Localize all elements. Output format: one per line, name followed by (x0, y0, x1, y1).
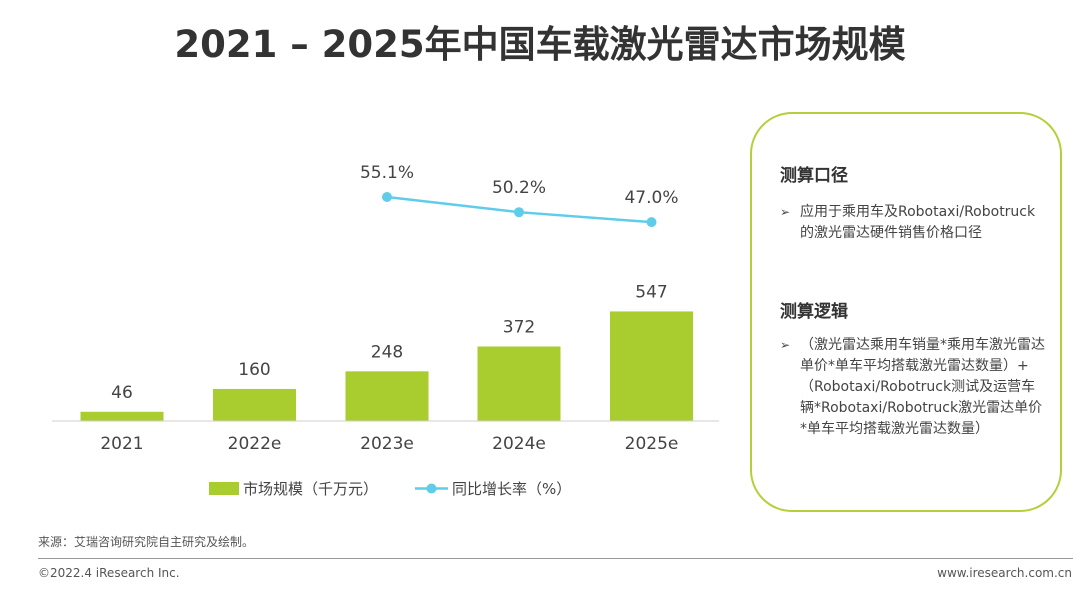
bar-label-2021: 46 (111, 383, 133, 403)
x-tick-2022e: 2022e (228, 434, 282, 454)
growth-point-2023e (382, 192, 392, 202)
calc-scope-item: ➢ 应用于乘用车及Robotaxi/Robotruck的激光雷达硬件销售价格口径 (780, 202, 1046, 244)
source-note: 来源：艾瑞咨询研究院自主研究及绘制。 (38, 535, 255, 549)
x-tick-2023e: 2023e (360, 434, 414, 454)
growth-label-2023e: 55.1% (360, 163, 414, 183)
bar-value-labels: 46 160 248 372 547 (111, 282, 668, 402)
bar-2021 (80, 411, 164, 421)
growth-label-2025e: 47.0% (624, 188, 678, 208)
bar-2025e (610, 311, 693, 421)
bar-2022e (213, 388, 296, 421)
x-tick-labels: 2021 2022e 2023e 2024e 2025e (100, 434, 678, 454)
website-link[interactable]: www.iresearch.com.cn (937, 566, 1072, 580)
bar-label-2024e: 372 (503, 317, 535, 337)
x-tick-2025e: 2025e (625, 434, 679, 454)
growth-rate-points (382, 192, 657, 228)
calc-scope-text: 应用于乘用车及Robotaxi/Robotruck的激光雷达硬件销售价格口径 (800, 204, 1036, 241)
bar-series (80, 311, 693, 421)
legend-bar-label: 市场规模（千万元） (243, 480, 378, 498)
legend-line-label: 同比增长率（%） (452, 480, 571, 498)
bar-label-2023e: 248 (371, 342, 403, 362)
growth-point-2025e (646, 217, 657, 228)
legend: 市场规模（千万元） 同比增长率（%） (209, 480, 571, 498)
calc-logic-text: （激光雷达乘用车销量*乘用车激光雷达单价*单车平均搭载激光雷达数量）+（Robo… (800, 337, 1045, 437)
bar-label-2025e: 547 (635, 282, 667, 302)
growth-rate-labels: 55.1% 50.2% 47.0% (360, 163, 679, 208)
x-tick-2024e: 2024e (492, 434, 546, 454)
bar-2024e (477, 346, 561, 421)
copyright: ©2022.4 iResearch Inc. (38, 566, 180, 580)
growth-point-2024e (514, 207, 524, 218)
calc-logic-heading: 测算逻辑 (780, 302, 848, 322)
bar-2023e (345, 371, 429, 421)
legend-bar-swatch (209, 482, 239, 495)
x-tick-2021: 2021 (100, 434, 143, 454)
calc-logic-item: ➢ （激光雷达乘用车销量*乘用车激光雷达单价*单车平均搭载激光雷达数量）+（Ro… (780, 335, 1046, 440)
bullet-arrow-icon: ➢ (780, 205, 791, 219)
methodology-box: 测算口径 ➢ 应用于乘用车及Robotaxi/Robotruck的激光雷达硬件销… (750, 112, 1062, 512)
footer-divider (38, 558, 1073, 559)
bar-label-2022e: 160 (238, 360, 270, 380)
bullet-arrow-icon: ➢ (780, 338, 791, 352)
calc-scope-heading: 测算口径 (780, 166, 848, 186)
legend-line-marker (426, 483, 437, 494)
growth-label-2024e: 50.2% (492, 178, 546, 198)
page-title: 2021 – 2025年中国车载激光雷达市场规模 (174, 23, 906, 66)
